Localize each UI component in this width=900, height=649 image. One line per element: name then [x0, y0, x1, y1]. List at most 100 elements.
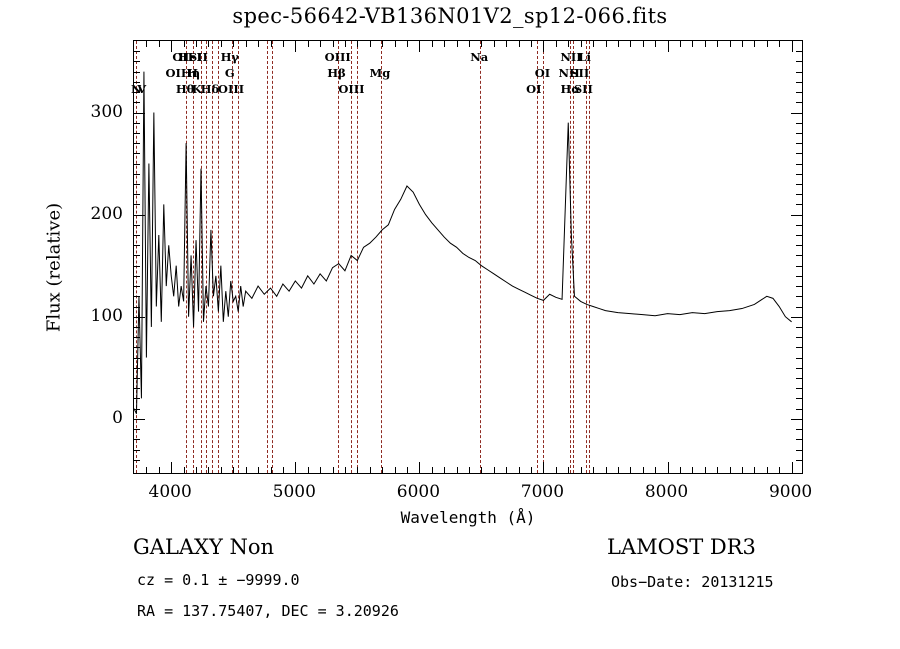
- axis-tick: [344, 41, 346, 47]
- axis-tick: [134, 255, 140, 257]
- axis-tick: [134, 194, 140, 196]
- axis-tick: [642, 41, 644, 47]
- axis-tick: [382, 467, 384, 473]
- axis-tick: [233, 41, 235, 47]
- axis-tick: [134, 184, 140, 185]
- axis-tick: [233, 467, 235, 473]
- axis-tick: [779, 467, 781, 473]
- page-title: spec-56642-VB136N01V2_sp12-066.fits: [232, 4, 668, 28]
- species-label: OII: [172, 50, 194, 64]
- species-label: OI: [526, 82, 542, 96]
- species-label: Mg: [369, 66, 391, 80]
- axis-tick: [617, 467, 619, 473]
- y-tick-label: 0: [112, 407, 123, 428]
- axis-tick: [394, 467, 396, 473]
- axis-tick: [717, 467, 719, 473]
- axis-tick: [796, 296, 802, 298]
- spectral-line-marker: [205, 41, 207, 473]
- axis-tick: [357, 467, 359, 473]
- x-tick-label: 9000: [768, 482, 813, 502]
- axis-tick: [791, 462, 793, 473]
- axis-tick: [382, 41, 384, 47]
- axis-tick: [796, 235, 802, 236]
- axis-tick: [742, 41, 743, 47]
- axis-tick: [518, 467, 520, 473]
- axis-tick: [493, 41, 495, 47]
- axis-tick: [593, 467, 595, 473]
- axis-tick: [208, 41, 210, 47]
- y-axis-title: Flux (relative): [43, 202, 65, 333]
- axis-tick: [796, 398, 802, 400]
- axis-tick: [679, 41, 681, 47]
- spectral-line-marker: [585, 41, 587, 473]
- axis-tick: [796, 173, 802, 175]
- axis-tick: [605, 467, 607, 473]
- axis-tick: [419, 462, 421, 473]
- spectral-line-marker: [186, 41, 188, 473]
- axis-tick: [134, 408, 140, 410]
- axis-tick: [369, 41, 371, 47]
- axis-tick: [642, 467, 644, 473]
- y-tick-label: 100: [90, 305, 123, 326]
- axis-tick: [796, 143, 802, 145]
- axis-tick: [568, 41, 570, 47]
- axis-tick: [134, 163, 140, 165]
- species-label: SII: [573, 82, 593, 96]
- axis-tick: [543, 462, 545, 473]
- axis-tick: [357, 41, 359, 47]
- axis-tick: [171, 41, 173, 52]
- axis-tick: [270, 467, 272, 473]
- axis-tick: [469, 41, 470, 47]
- species-label: Hθ: [175, 82, 195, 96]
- axis-tick: [134, 112, 145, 114]
- species-label: Hδ: [200, 82, 220, 96]
- spectral-line-marker: [272, 41, 274, 473]
- spectral-line-marker: [200, 41, 202, 473]
- axis-tick: [543, 41, 545, 52]
- axis-tick: [134, 51, 140, 53]
- axis-tick: [320, 467, 322, 473]
- axis-tick: [320, 41, 322, 47]
- axis-tick: [134, 173, 140, 175]
- species-label: Li: [578, 50, 591, 64]
- axis-tick: [183, 41, 185, 47]
- axis-tick: [134, 296, 140, 298]
- axis-tick: [796, 224, 802, 226]
- axis-tick: [796, 459, 802, 461]
- axis-tick: [295, 462, 297, 473]
- axis-tick: [134, 347, 140, 349]
- axis-tick: [282, 41, 284, 47]
- spectral-line-marker: [589, 41, 591, 473]
- species-label: NII: [558, 66, 580, 80]
- spectral-line-marker: [357, 41, 359, 473]
- axis-tick: [692, 467, 694, 473]
- axis-tick: [506, 41, 508, 47]
- axis-tick: [134, 439, 140, 441]
- axis-tick: [481, 467, 483, 473]
- axis-tick: [493, 467, 495, 473]
- spectrum-trace: [134, 71, 792, 414]
- axis-tick: [568, 467, 570, 473]
- axis-tick: [754, 467, 756, 473]
- axis-tick: [580, 41, 582, 47]
- species-label: OIII: [324, 50, 351, 64]
- axis-tick: [679, 467, 681, 473]
- axis-tick: [796, 367, 802, 369]
- axis-tick: [134, 357, 140, 359]
- axis-tick: [796, 81, 802, 83]
- axis-tick: [134, 316, 145, 318]
- axis-tick: [796, 378, 802, 379]
- spectral-line-marker: [232, 41, 234, 473]
- plot-area: [134, 41, 802, 473]
- axis-tick: [332, 467, 334, 473]
- axis-tick: [796, 306, 802, 308]
- axis-tick: [655, 467, 657, 473]
- axis-tick: [134, 398, 140, 400]
- y-tick-label: 300: [90, 101, 123, 122]
- axis-tick: [796, 102, 802, 104]
- spectral-line-marker: [570, 41, 572, 473]
- species-label: HeI: [178, 50, 202, 64]
- species-label: NII: [560, 50, 582, 64]
- axis-tick: [506, 467, 508, 473]
